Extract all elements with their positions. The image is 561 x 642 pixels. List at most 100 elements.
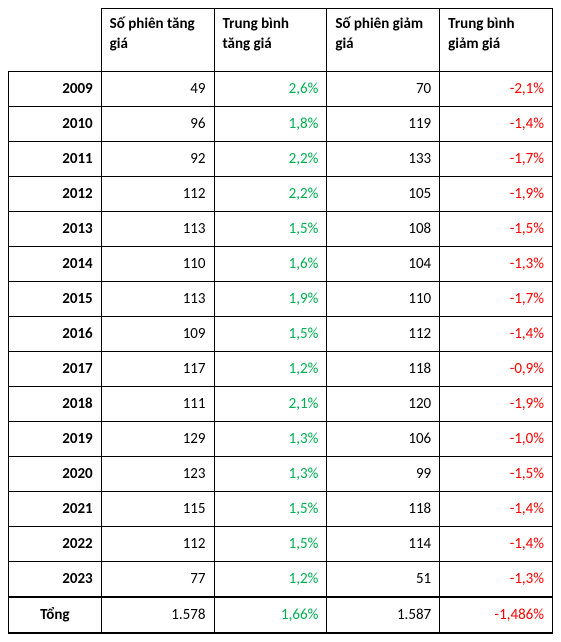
table-row: 20141101,6%104-1,3% [9,247,553,282]
header-down-avg: Trung bình giảm giá [440,9,553,72]
up-avg-cell: 1,8% [214,107,327,142]
up-avg-cell: 1,5% [214,317,327,352]
down-avg-cell: -1,7% [440,282,553,317]
year-cell: 2019 [9,422,102,457]
year-cell: 2015 [9,282,102,317]
down-avg-cell: -1,9% [440,387,553,422]
up-sessions-cell: 115 [101,492,214,527]
year-cell: 2022 [9,527,102,562]
year-cell: 2021 [9,492,102,527]
up-sessions-cell: 49 [101,72,214,107]
up-sessions-cell: 110 [101,247,214,282]
up-sessions-cell: 129 [101,422,214,457]
year-cell: 2017 [9,352,102,387]
up-avg-cell: 1,5% [214,212,327,247]
down-sessions-cell: 114 [327,527,440,562]
year-cell: 2009 [9,72,102,107]
down-sessions-cell: 106 [327,422,440,457]
year-cell: 2023 [9,562,102,598]
down-sessions-cell: 70 [327,72,440,107]
down-avg-cell: -1,7% [440,142,553,177]
year-cell: 2010 [9,107,102,142]
down-avg-cell: -1,4% [440,107,553,142]
year-cell: 2016 [9,317,102,352]
down-sessions-cell: 133 [327,142,440,177]
year-cell: 2012 [9,177,102,212]
up-sessions-cell: 123 [101,457,214,492]
down-sessions-cell: 120 [327,387,440,422]
year-cell: 2013 [9,212,102,247]
down-sessions-cell: 112 [327,317,440,352]
total-up-sessions-cell: 1.578 [101,597,214,633]
table-row: 20191291,3%106-1,0% [9,422,553,457]
up-sessions-cell: 77 [101,562,214,598]
down-avg-cell: -2,1% [440,72,553,107]
down-sessions-cell: 51 [327,562,440,598]
up-sessions-cell: 112 [101,527,214,562]
down-avg-cell: -1,5% [440,212,553,247]
up-avg-cell: 2,2% [214,177,327,212]
table-row: 2010961,8%119-1,4% [9,107,553,142]
table-row: 2009492,6%70-2,1% [9,72,553,107]
table-row: 20201231,3%99-1,5% [9,457,553,492]
total-up-avg-cell: 1,66% [214,597,327,633]
table-row: 20181112,1%120-1,9% [9,387,553,422]
down-sessions-cell: 108 [327,212,440,247]
down-avg-cell: -0,9% [440,352,553,387]
down-avg-cell: -1,4% [440,492,553,527]
price-sessions-table: Số phiên tăng giá Trung bình tăng giá Số… [8,8,553,634]
table-row: 2023771,2%51-1,3% [9,562,553,598]
year-cell: 2020 [9,457,102,492]
table-row: 20131131,5%108-1,5% [9,212,553,247]
header-up-avg: Trung bình tăng giá [214,9,327,72]
up-sessions-cell: 109 [101,317,214,352]
table-body: 2009492,6%70-2,1%2010961,8%119-1,4%20119… [9,72,553,634]
down-avg-cell: -1,4% [440,317,553,352]
table-row: 20161091,5%112-1,4% [9,317,553,352]
up-sessions-cell: 92 [101,142,214,177]
down-avg-cell: -1,9% [440,177,553,212]
up-avg-cell: 1,6% [214,247,327,282]
up-avg-cell: 1,5% [214,492,327,527]
year-cell: 2011 [9,142,102,177]
down-sessions-cell: 110 [327,282,440,317]
down-avg-cell: -1,3% [440,247,553,282]
up-avg-cell: 1,3% [214,422,327,457]
year-cell: 2014 [9,247,102,282]
up-avg-cell: 1,5% [214,527,327,562]
total-row: Tổng1.5781,66%1.587-1,486% [9,597,553,633]
total-label-cell: Tổng [9,597,102,633]
down-sessions-cell: 118 [327,352,440,387]
down-avg-cell: -1,4% [440,527,553,562]
up-avg-cell: 1,2% [214,562,327,598]
up-avg-cell: 2,1% [214,387,327,422]
header-row: Số phiên tăng giá Trung bình tăng giá Số… [9,9,553,72]
down-sessions-cell: 105 [327,177,440,212]
up-sessions-cell: 113 [101,212,214,247]
down-avg-cell: -1,5% [440,457,553,492]
down-sessions-cell: 119 [327,107,440,142]
table-row: 20121122,2%105-1,9% [9,177,553,212]
table-row: 20151131,9%110-1,7% [9,282,553,317]
total-down-sessions-cell: 1.587 [327,597,440,633]
up-sessions-cell: 117 [101,352,214,387]
header-blank [9,9,102,72]
down-avg-cell: -1,3% [440,562,553,598]
table-row: 20221121,5%114-1,4% [9,527,553,562]
down-avg-cell: -1,0% [440,422,553,457]
down-sessions-cell: 104 [327,247,440,282]
up-sessions-cell: 111 [101,387,214,422]
up-avg-cell: 1,3% [214,457,327,492]
up-sessions-cell: 113 [101,282,214,317]
down-sessions-cell: 99 [327,457,440,492]
up-avg-cell: 1,2% [214,352,327,387]
table-row: 2011922,2%133-1,7% [9,142,553,177]
header-down-sessions: Số phiên giảm giá [327,9,440,72]
up-avg-cell: 2,6% [214,72,327,107]
table-row: 20171171,2%118-0,9% [9,352,553,387]
up-sessions-cell: 96 [101,107,214,142]
up-avg-cell: 1,9% [214,282,327,317]
total-down-avg-cell: -1,486% [440,597,553,633]
down-sessions-cell: 118 [327,492,440,527]
table-row: 20211151,5%118-1,4% [9,492,553,527]
